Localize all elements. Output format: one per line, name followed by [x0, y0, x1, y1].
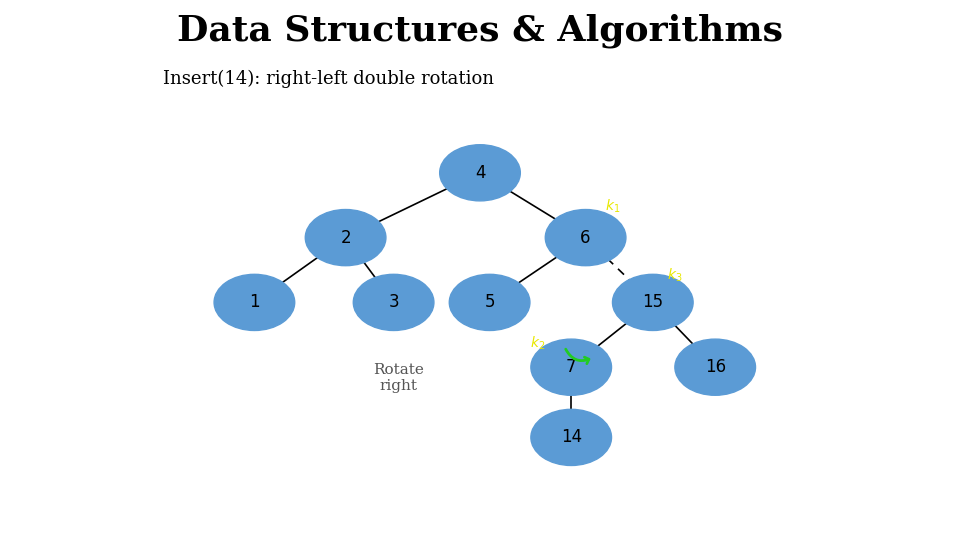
Ellipse shape — [214, 274, 295, 330]
Ellipse shape — [305, 210, 386, 266]
Text: Insert(14): right-left double rotation: Insert(14): right-left double rotation — [163, 70, 494, 89]
Text: 4: 4 — [475, 164, 485, 182]
Ellipse shape — [531, 339, 612, 395]
Text: Rotate
right: Rotate right — [373, 363, 423, 393]
Text: Data Structures & Algorithms: Data Structures & Algorithms — [177, 14, 783, 48]
Text: $k_2$: $k_2$ — [530, 334, 545, 352]
Text: 5: 5 — [485, 293, 494, 312]
Ellipse shape — [531, 409, 612, 465]
Ellipse shape — [545, 210, 626, 266]
Text: $k_3$: $k_3$ — [667, 267, 683, 284]
Text: 16: 16 — [705, 358, 726, 376]
Text: 7: 7 — [566, 358, 576, 376]
Text: $k_1$: $k_1$ — [605, 198, 620, 215]
Ellipse shape — [353, 274, 434, 330]
Text: 3: 3 — [388, 293, 399, 312]
Ellipse shape — [449, 274, 530, 330]
Text: 15: 15 — [642, 293, 663, 312]
Text: 6: 6 — [581, 228, 590, 247]
Text: 14: 14 — [561, 428, 582, 447]
Text: 1: 1 — [249, 293, 260, 312]
Ellipse shape — [440, 145, 520, 201]
Ellipse shape — [675, 339, 756, 395]
Ellipse shape — [612, 274, 693, 330]
Text: 2: 2 — [340, 228, 351, 247]
